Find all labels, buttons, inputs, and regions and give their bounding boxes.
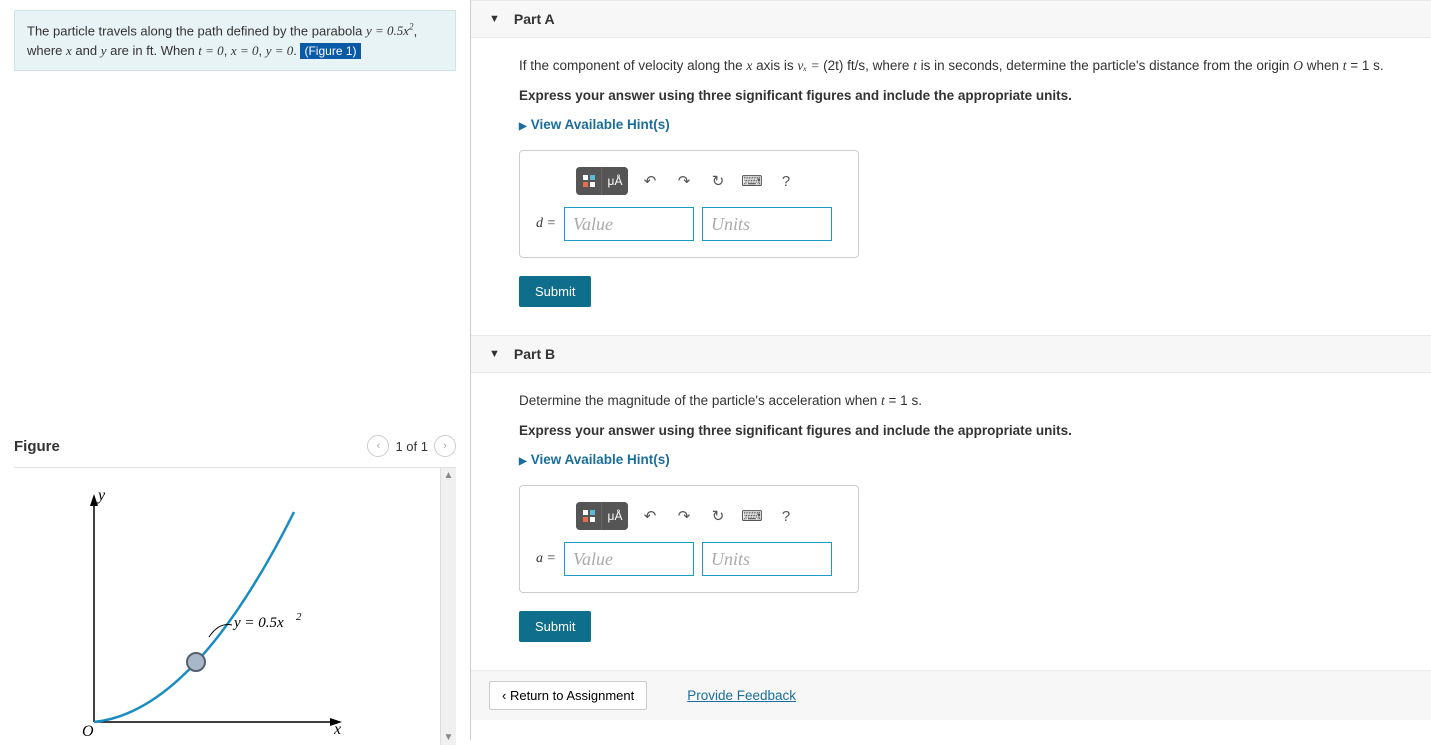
keyboard-icon[interactable]: ⌨ xyxy=(740,169,764,193)
pager-text: 1 of 1 xyxy=(395,439,428,454)
part-a-hints-link[interactable]: ▶View Available Hint(s) xyxy=(519,117,670,132)
expand-icon: ▶ xyxy=(519,456,527,467)
submit-button[interactable]: Submit xyxy=(519,276,591,307)
collapse-icon: ▼ xyxy=(489,348,500,360)
problem-statement: The particle travels along the path defi… xyxy=(14,10,456,71)
undo-icon[interactable]: ↶ xyxy=(638,504,662,528)
part-a-question: If the component of velocity along the x… xyxy=(519,58,1413,74)
svg-text:y = 0.5x: y = 0.5x xyxy=(232,615,284,631)
part-b-header[interactable]: ▼ Part B xyxy=(471,335,1431,373)
scroll-down-icon[interactable]: ▼ xyxy=(444,732,454,743)
part-b-answer-block: μÅ ↶ ↷ ↻ ⌨ ? a = xyxy=(519,485,859,593)
part-a-answer-block: μÅ ↶ ↷ ↻ ⌨ ? d = xyxy=(519,150,859,258)
units-input[interactable] xyxy=(702,207,832,241)
problem-equation: y = 0.5x2 xyxy=(366,23,414,38)
pager-next-button[interactable]: › xyxy=(434,435,456,457)
symbols-icon[interactable]: μÅ xyxy=(602,502,628,530)
value-input[interactable] xyxy=(564,207,694,241)
submit-button[interactable]: Submit xyxy=(519,611,591,642)
svg-text:x: x xyxy=(333,721,341,738)
figure-title: Figure xyxy=(14,438,60,455)
value-input[interactable] xyxy=(564,542,694,576)
collapse-icon: ▼ xyxy=(489,13,500,25)
answer-toolbar: μÅ ↶ ↷ ↻ ⌨ ? xyxy=(536,502,842,530)
figure-canvas: y x O y = 0.5x 2 xyxy=(14,468,440,745)
return-button[interactable]: ‹ Return to Assignment xyxy=(489,681,647,710)
part-b-title: Part B xyxy=(514,346,555,362)
help-icon[interactable]: ? xyxy=(774,169,798,193)
help-icon[interactable]: ? xyxy=(774,504,798,528)
template-icon[interactable] xyxy=(576,502,602,530)
svg-text:y: y xyxy=(96,487,106,504)
footer-bar: ‹ Return to Assignment Provide Feedback xyxy=(471,670,1431,720)
part-a-header[interactable]: ▼ Part A xyxy=(471,0,1431,38)
part-a-title: Part A xyxy=(514,11,555,27)
feedback-link[interactable]: Provide Feedback xyxy=(687,688,796,703)
part-a-instruction: Express your answer using three signific… xyxy=(519,88,1413,103)
part-b-instruction: Express your answer using three signific… xyxy=(519,423,1413,438)
answer-label-d: d = xyxy=(536,216,556,232)
pager-prev-button[interactable]: ‹ xyxy=(367,435,389,457)
expand-icon: ▶ xyxy=(519,121,527,132)
svg-text:O: O xyxy=(82,723,94,740)
part-b-hints-link[interactable]: ▶View Available Hint(s) xyxy=(519,452,670,467)
reset-icon[interactable]: ↻ xyxy=(706,504,730,528)
scroll-up-icon[interactable]: ▲ xyxy=(444,470,454,481)
keyboard-icon[interactable]: ⌨ xyxy=(740,504,764,528)
template-icon[interactable] xyxy=(576,167,602,195)
reset-icon[interactable]: ↻ xyxy=(706,169,730,193)
redo-icon[interactable]: ↷ xyxy=(672,169,696,193)
undo-icon[interactable]: ↶ xyxy=(638,169,662,193)
figure-scrollbar[interactable]: ▲ ▼ xyxy=(440,468,456,745)
figure-pager: ‹ 1 of 1 › xyxy=(367,435,456,457)
part-b-question: Determine the magnitude of the particle'… xyxy=(519,393,1413,409)
figure-link[interactable]: (Figure 1) xyxy=(300,43,360,59)
answer-toolbar: μÅ ↶ ↷ ↻ ⌨ ? xyxy=(536,167,842,195)
answer-label-a: a = xyxy=(536,551,556,567)
svg-text:2: 2 xyxy=(296,611,302,623)
problem-text: The particle travels along the path defi… xyxy=(27,23,366,38)
symbols-icon[interactable]: μÅ xyxy=(602,167,628,195)
units-input[interactable] xyxy=(702,542,832,576)
redo-icon[interactable]: ↷ xyxy=(672,504,696,528)
